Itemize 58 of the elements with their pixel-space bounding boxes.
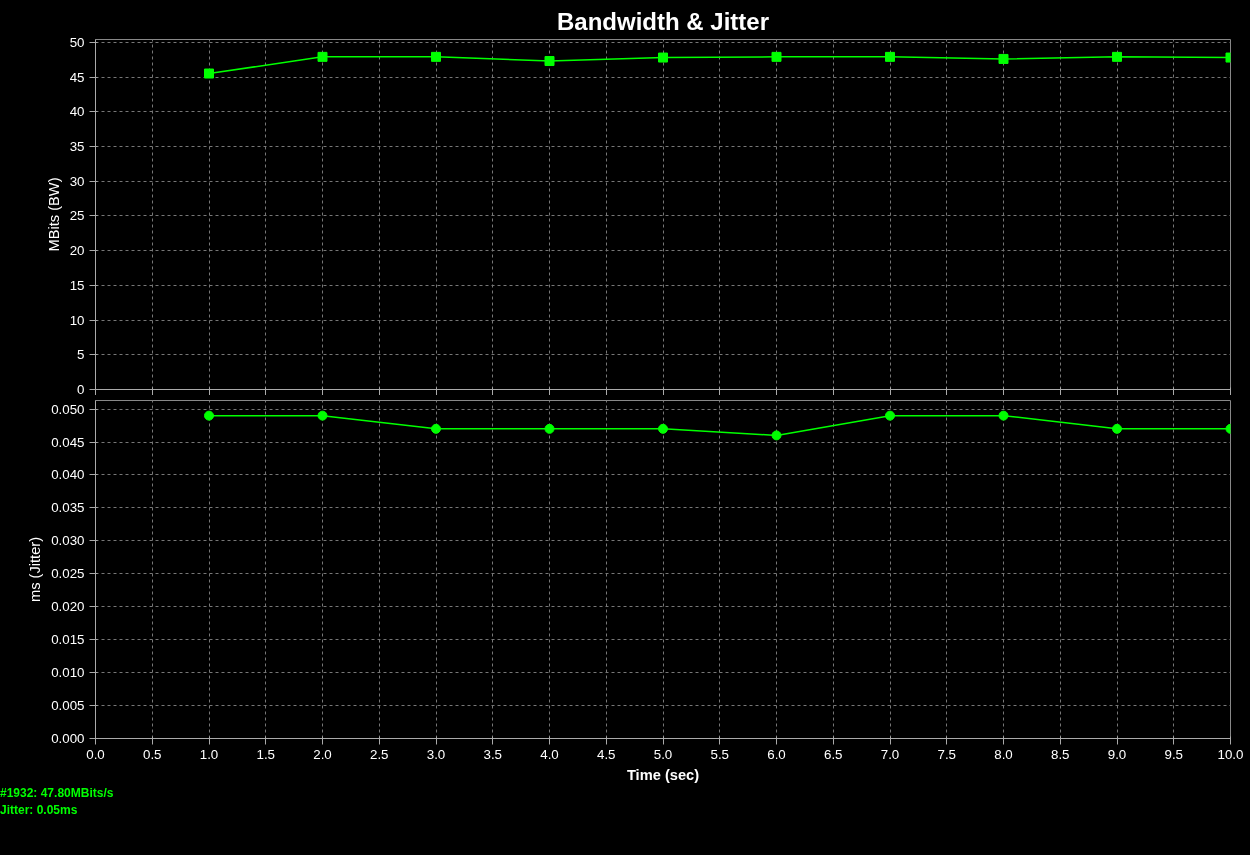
x-tick-label: 9.0 (1107, 746, 1127, 762)
x-tick-label: 0.5 (142, 746, 162, 762)
y-tick-label: 15 (69, 277, 85, 293)
y-tick-label: 0.025 (51, 566, 85, 582)
point (1112, 423, 1122, 434)
text: Jitter: 0.05ms (0, 802, 78, 820)
y-tick-label: 0.040 (51, 467, 85, 483)
x-tick-label: 7.0 (880, 746, 900, 762)
x-tick-label: 1.0 (199, 746, 219, 762)
y-tick-label: 50 (69, 34, 85, 50)
y-tick-label: 0.035 (51, 500, 85, 516)
point (204, 410, 214, 421)
y-tick-label: 0.005 (51, 698, 85, 714)
y-tick-label: 0.010 (51, 665, 85, 681)
x-tick-label: 9.5 (1164, 746, 1184, 762)
y-tick-label: 0 (77, 382, 85, 397)
x-tick-label: 3.0 (426, 746, 446, 762)
x-tick-label: 5.5 (710, 746, 730, 762)
y-tick-label: 0.015 (51, 632, 85, 648)
x-tick-label: 5.0 (653, 746, 673, 762)
x-tick-label: 1.5 (256, 746, 276, 762)
point (544, 423, 555, 434)
x-tick-label: 10.0 (1217, 746, 1244, 762)
y-tick-label: 30 (69, 173, 85, 189)
x-tick-label: 6.0 (767, 746, 786, 762)
y-tick-label: 45 (69, 69, 85, 85)
y-tick-label: 5 (77, 347, 85, 363)
y-tick-label: 35 (69, 138, 85, 154)
x-tick-label: 8.5 (1050, 746, 1070, 762)
y-tick-label: 0.000 (51, 731, 85, 746)
x-tick-label: 7.5 (937, 746, 957, 762)
x-tick-label: 4.0 (540, 746, 559, 762)
y-tick-label: 20 (69, 243, 85, 259)
y-axis-title: MBits (BW) (45, 177, 62, 252)
x-tick-label: 0.0 (86, 746, 105, 762)
x-tick-label: 4.5 (596, 746, 616, 762)
chart-title: Bandwidth & Jitter (557, 7, 770, 35)
y-tick-label: 25 (69, 208, 85, 224)
point (431, 423, 441, 434)
x-tick-label: 3.5 (483, 746, 503, 762)
y-tick-label: 10 (69, 312, 85, 328)
point (771, 430, 782, 441)
y-tick-label: 0.045 (51, 434, 85, 450)
y-axis-title: ms (Jitter) (27, 536, 44, 603)
x-tick-label: 6.5 (823, 746, 843, 762)
text: #1932: 47.80MBits/s (0, 785, 114, 802)
y-tick-label: 0.050 (51, 401, 85, 417)
x-tick-label: 2.0 (313, 746, 332, 762)
x-tick-label: 8.0 (994, 746, 1013, 762)
point (998, 410, 1009, 421)
x-axis-title: Time (sec) (626, 766, 700, 783)
point (658, 423, 668, 434)
point (317, 410, 328, 421)
point (885, 410, 895, 421)
y-tick-label: 0.030 (51, 533, 85, 549)
y-tick-label: 40 (69, 104, 85, 120)
x-tick-label: 2.5 (369, 746, 389, 762)
y-tick-label: 0.020 (51, 599, 85, 615)
